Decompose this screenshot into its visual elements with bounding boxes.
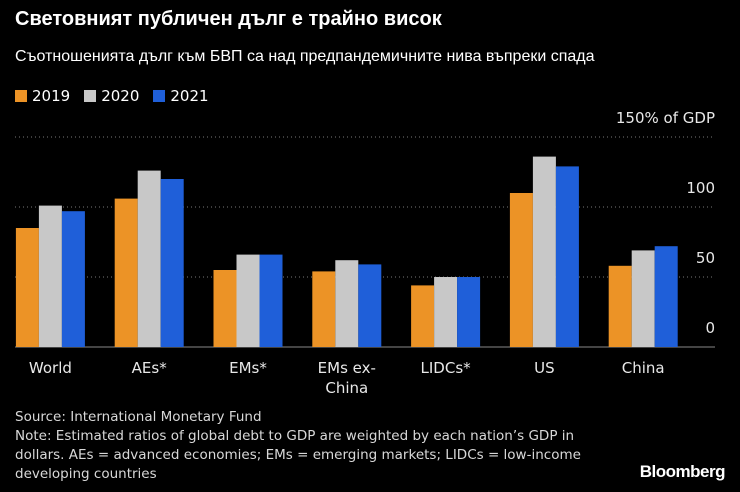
- legend-label: 2019: [32, 87, 71, 105]
- x-tick-label: LIDCs*: [420, 359, 471, 377]
- bar: [608, 265, 632, 347]
- x-tick-label: EMs*: [229, 359, 267, 377]
- bar: [358, 264, 382, 347]
- bar: [654, 246, 678, 347]
- bar: [137, 170, 161, 347]
- note: Note: Estimated ratios of global debt to…: [15, 428, 581, 482]
- brand: Bloomberg: [639, 462, 726, 481]
- y-tick-label: 50: [696, 249, 715, 267]
- source: Source: International Monetary Fund: [15, 409, 262, 425]
- bar: [160, 179, 184, 347]
- bar: [213, 270, 237, 347]
- x-tick-label: AEs*: [131, 359, 167, 377]
- bar: [457, 277, 481, 347]
- legend-swatch: [153, 90, 166, 102]
- bar: [312, 271, 336, 347]
- bar: [631, 250, 655, 347]
- legend-label: 2020: [101, 87, 140, 105]
- legend: 2019 2020 2021: [15, 87, 209, 105]
- legend-item: 2021: [153, 87, 209, 105]
- legend-label: 2021: [170, 87, 209, 105]
- bar: [434, 277, 458, 347]
- bar: [555, 166, 579, 347]
- bar: [532, 156, 556, 347]
- bar: [335, 260, 359, 347]
- bar: [61, 211, 85, 347]
- x-tick-label: EMs ex-China: [317, 359, 376, 397]
- y-tick-label: 100: [686, 179, 715, 197]
- bar: [38, 205, 62, 347]
- bar: [15, 228, 39, 347]
- legend-swatch: [15, 90, 27, 102]
- bar: [259, 254, 283, 347]
- bar: [236, 254, 260, 347]
- x-tick-label: China: [621, 359, 665, 377]
- legend-item: 2020: [84, 87, 139, 105]
- bar: [411, 285, 435, 347]
- bar: [114, 198, 138, 347]
- legend-swatch: [84, 90, 97, 102]
- bar: [509, 193, 533, 347]
- y-tick-label: 150% of GDP: [616, 109, 715, 127]
- legend-item: 2019: [15, 87, 70, 105]
- chart-subtitle: Съотношенията дълг към БВП са над предпа…: [15, 48, 595, 65]
- y-tick-label: 0: [705, 319, 715, 337]
- x-tick-label: World: [28, 359, 72, 377]
- x-tick-label: US: [534, 359, 555, 377]
- chart-title: Световният публичен дълг е трайно висок: [15, 8, 442, 30]
